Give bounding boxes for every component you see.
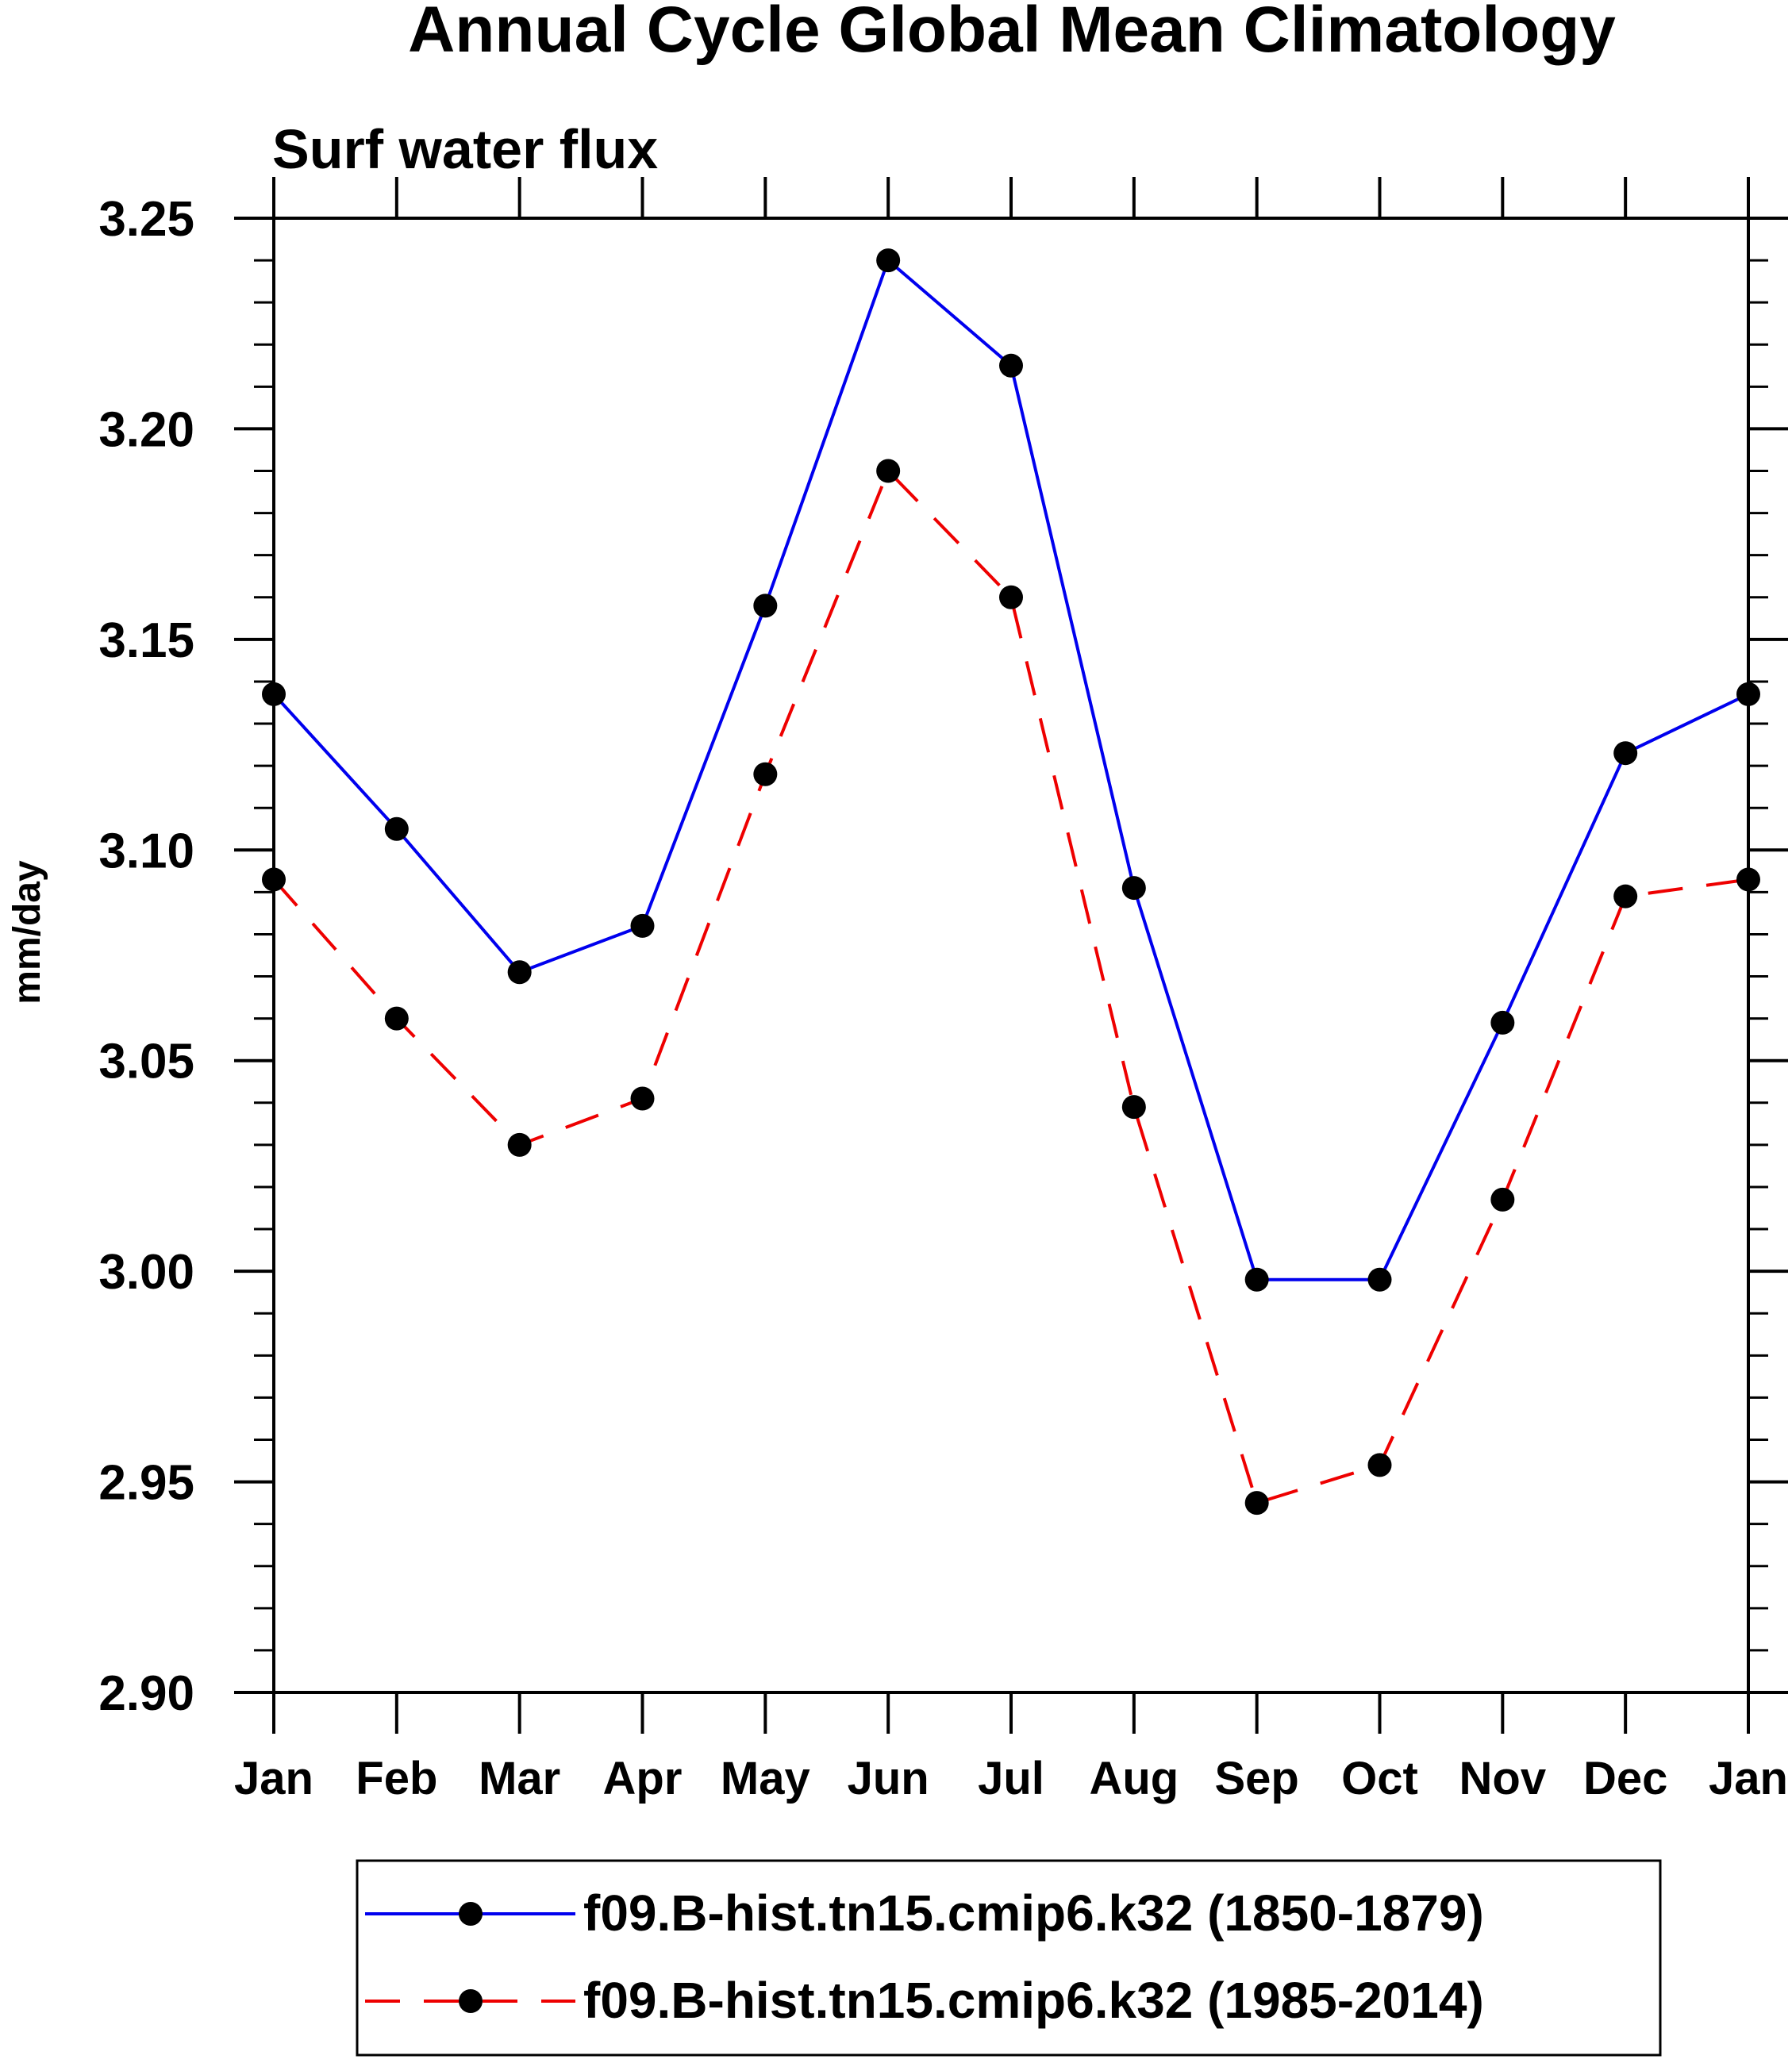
y-tick-label: 3.25 [98, 192, 194, 247]
data-point-series-1 [876, 248, 901, 273]
chart-title: Annual Cycle Global Mean Climatology [408, 0, 1616, 66]
x-tick-label: Dec [1583, 1753, 1667, 1804]
x-tick-label: Jan [234, 1753, 313, 1804]
x-tick-label: Apr [603, 1753, 683, 1804]
data-point-series-2 [1244, 1491, 1269, 1516]
data-point-series-1 [753, 594, 778, 618]
x-tick-label: Mar [479, 1753, 560, 1804]
y-tick-label: 3.05 [98, 1035, 194, 1089]
y-axis-label: mm/day [6, 860, 48, 1005]
x-tick-label: May [721, 1753, 810, 1804]
x-tick-label: Nov [1459, 1753, 1547, 1804]
data-point-series-2 [630, 1086, 655, 1111]
y-tick-label: 3.20 [98, 402, 194, 457]
x-tick-label: Jun [848, 1753, 929, 1804]
data-point-series-1 [384, 816, 409, 841]
x-tick-label: Oct [1341, 1753, 1418, 1804]
data-point-series-1 [630, 913, 655, 938]
x-tick-label: Jan [1709, 1753, 1788, 1804]
data-point-series-2 [384, 1006, 409, 1031]
data-point-series-1 [1367, 1267, 1392, 1292]
data-point-series-2 [876, 459, 901, 483]
data-point-series-2 [1121, 1095, 1146, 1120]
x-tick-label: Aug [1089, 1753, 1179, 1804]
x-tick-label: Feb [356, 1753, 437, 1804]
legend-box [356, 1859, 1662, 2057]
series-line-1 [272, 259, 1749, 1281]
plot-frame [272, 217, 1750, 1694]
x-tick-labels: Jan Feb Mar Apr May Jun Jul Aug Sep Oct Nov Dec Jan [234, 1753, 1788, 1804]
legend-marker-series-2 [459, 1989, 483, 2013]
data-point-series-1 [999, 353, 1023, 378]
data-point-series-2 [753, 762, 778, 786]
y-tick-label: 2.95 [98, 1456, 194, 1511]
data-point-series-1 [1613, 741, 1638, 766]
data-point-series-2 [999, 585, 1023, 609]
legend-label-series-1: f09.B-hist.tn15.cmip6.k32 (1850-1879) [583, 1884, 1484, 1942]
legend-marker-series-1 [459, 1902, 483, 1926]
data-point-series-2 [1613, 884, 1638, 909]
data-point-series-2 [507, 1132, 532, 1157]
data-point-series-1 [1121, 876, 1146, 901]
legend: f09.B-hist.tn15.cmip6.k32 (1850-1879) f0… [356, 1859, 1662, 2057]
data-point-series-2 [1367, 1453, 1392, 1477]
y-tick-label: 3.15 [98, 613, 194, 668]
y-tick-labels: 2.90 2.95 3.00 3.05 3.10 3.15 3.20 3.25 [98, 192, 194, 1721]
y-tick-label: 3.10 [98, 824, 194, 878]
data-point-series-2 [1490, 1187, 1515, 1212]
legend-label-series-2: f09.B-hist.tn15.cmip6.k32 (1985-2014) [583, 1972, 1484, 2029]
y-tick-label: 3.00 [98, 1245, 194, 1300]
series-line-2 [272, 469, 1749, 1505]
y-tick-label: 2.90 [98, 1666, 194, 1721]
axis-ticks [234, 177, 1788, 1734]
data-point-series-1 [1490, 1010, 1515, 1035]
data-point-series-1 [507, 960, 532, 985]
data-point-series-1 [1244, 1267, 1269, 1292]
data-series [262, 248, 1760, 1516]
x-tick-label: Jul [978, 1753, 1044, 1804]
chart-subtitle: Surf water flux [272, 118, 658, 180]
x-tick-label: Sep [1214, 1753, 1298, 1804]
